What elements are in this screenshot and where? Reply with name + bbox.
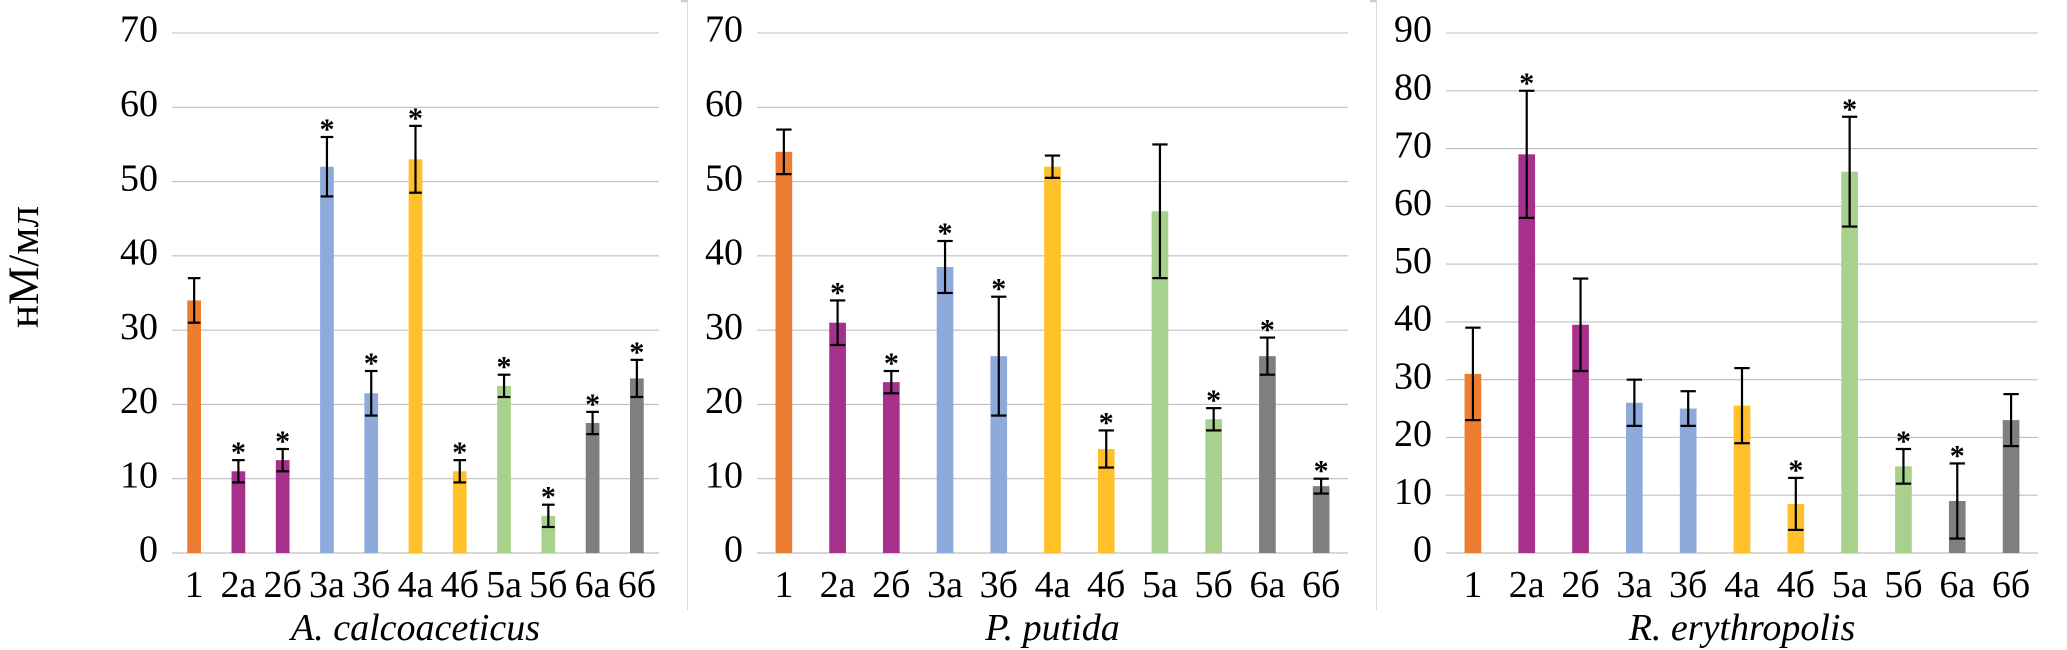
svg-text:*: * [497,351,512,384]
svg-text:6a: 6a [1939,564,1975,606]
svg-text:*: * [1896,425,1911,458]
svg-text:70: 70 [1394,124,1432,166]
svg-text:*: * [408,102,423,135]
svg-text:40: 40 [705,232,743,274]
svg-text:10: 10 [120,454,158,496]
svg-text:2a: 2a [220,564,256,606]
svg-text:P. putida: P. putida [984,607,1119,649]
svg-text:5a: 5a [486,564,522,606]
svg-text:*: * [231,436,246,469]
svg-text:0: 0 [724,529,743,571]
svg-text:*: * [938,217,953,250]
svg-text:*: * [629,336,644,369]
svg-text:3б: 3б [1669,564,1707,606]
svg-text:*: * [884,347,899,380]
svg-text:1: 1 [774,564,793,606]
svg-text:10: 10 [1394,471,1432,513]
svg-text:4a: 4a [398,564,434,606]
svg-text:50: 50 [1394,240,1432,282]
svg-text:0: 0 [1413,529,1432,571]
svg-text:*: * [1950,439,1965,472]
svg-text:*: * [1842,93,1857,126]
svg-text:4б: 4б [1087,564,1125,606]
svg-text:40: 40 [120,232,158,274]
svg-text:60: 60 [705,83,743,125]
svg-text:70: 70 [705,9,743,51]
svg-text:5б: 5б [1884,564,1922,606]
svg-text:40: 40 [1394,298,1432,340]
svg-text:20: 20 [120,380,158,422]
svg-text:1: 1 [1463,564,1482,606]
svg-text:5б: 5б [1195,564,1233,606]
svg-text:*: * [1260,314,1275,347]
svg-text:20: 20 [705,380,743,422]
svg-text:R. erythropolis: R. erythropolis [1628,607,1856,649]
svg-text:2a: 2a [1509,564,1545,606]
svg-text:70: 70 [120,9,158,51]
svg-text:20: 20 [1394,413,1432,455]
svg-text:3a: 3a [1616,564,1652,606]
svg-text:*: * [364,347,379,380]
svg-text:60: 60 [1394,182,1432,224]
svg-text:30: 30 [1394,355,1432,397]
svg-text:30: 30 [705,306,743,348]
svg-text:4б: 4б [441,564,479,606]
svg-text:*: * [1099,406,1114,439]
svg-text:5a: 5a [1832,564,1868,606]
svg-text:*: * [1314,455,1329,488]
svg-text:6б: 6б [1992,564,2030,606]
svg-text:3a: 3a [309,564,345,606]
svg-text:6a: 6a [575,564,611,606]
svg-text:10: 10 [705,454,743,496]
svg-text:90: 90 [1394,9,1432,51]
svg-text:*: * [541,481,556,514]
svg-text:3б: 3б [980,564,1018,606]
svg-text:*: * [319,113,334,146]
svg-text:2б: 2б [872,564,910,606]
svg-text:6б: 6б [1302,564,1340,606]
svg-text:*: * [1519,67,1534,100]
svg-text:*: * [830,276,845,309]
svg-text:60: 60 [120,83,158,125]
svg-text:30: 30 [120,306,158,348]
svg-text:50: 50 [705,157,743,199]
svg-text:2б: 2б [1561,564,1599,606]
svg-text:3б: 3б [352,564,390,606]
svg-text:A. calcoaceticus: A. calcoaceticus [288,607,540,649]
svg-text:6a: 6a [1249,564,1285,606]
svg-text:50: 50 [120,157,158,199]
svg-text:2a: 2a [820,564,856,606]
svg-text:*: * [1206,384,1221,417]
svg-text:*: * [991,273,1006,306]
svg-text:0: 0 [139,529,158,571]
svg-text:*: * [1788,454,1803,487]
svg-text:5б: 5б [529,564,567,606]
svg-text:3a: 3a [927,564,963,606]
svg-text:*: * [452,436,467,469]
svg-text:5a: 5a [1142,564,1178,606]
svg-text:6б: 6б [618,564,656,606]
svg-text:2б: 2б [264,564,302,606]
svg-text:4б: 4б [1777,564,1815,606]
svg-text:80: 80 [1394,66,1432,108]
svg-text:4a: 4a [1724,564,1760,606]
svg-text:4a: 4a [1035,564,1071,606]
svg-text:*: * [275,425,290,458]
svg-text:нM/мл: нM/мл [1,206,48,328]
svg-text:*: * [585,388,600,421]
svg-text:1: 1 [185,564,204,606]
